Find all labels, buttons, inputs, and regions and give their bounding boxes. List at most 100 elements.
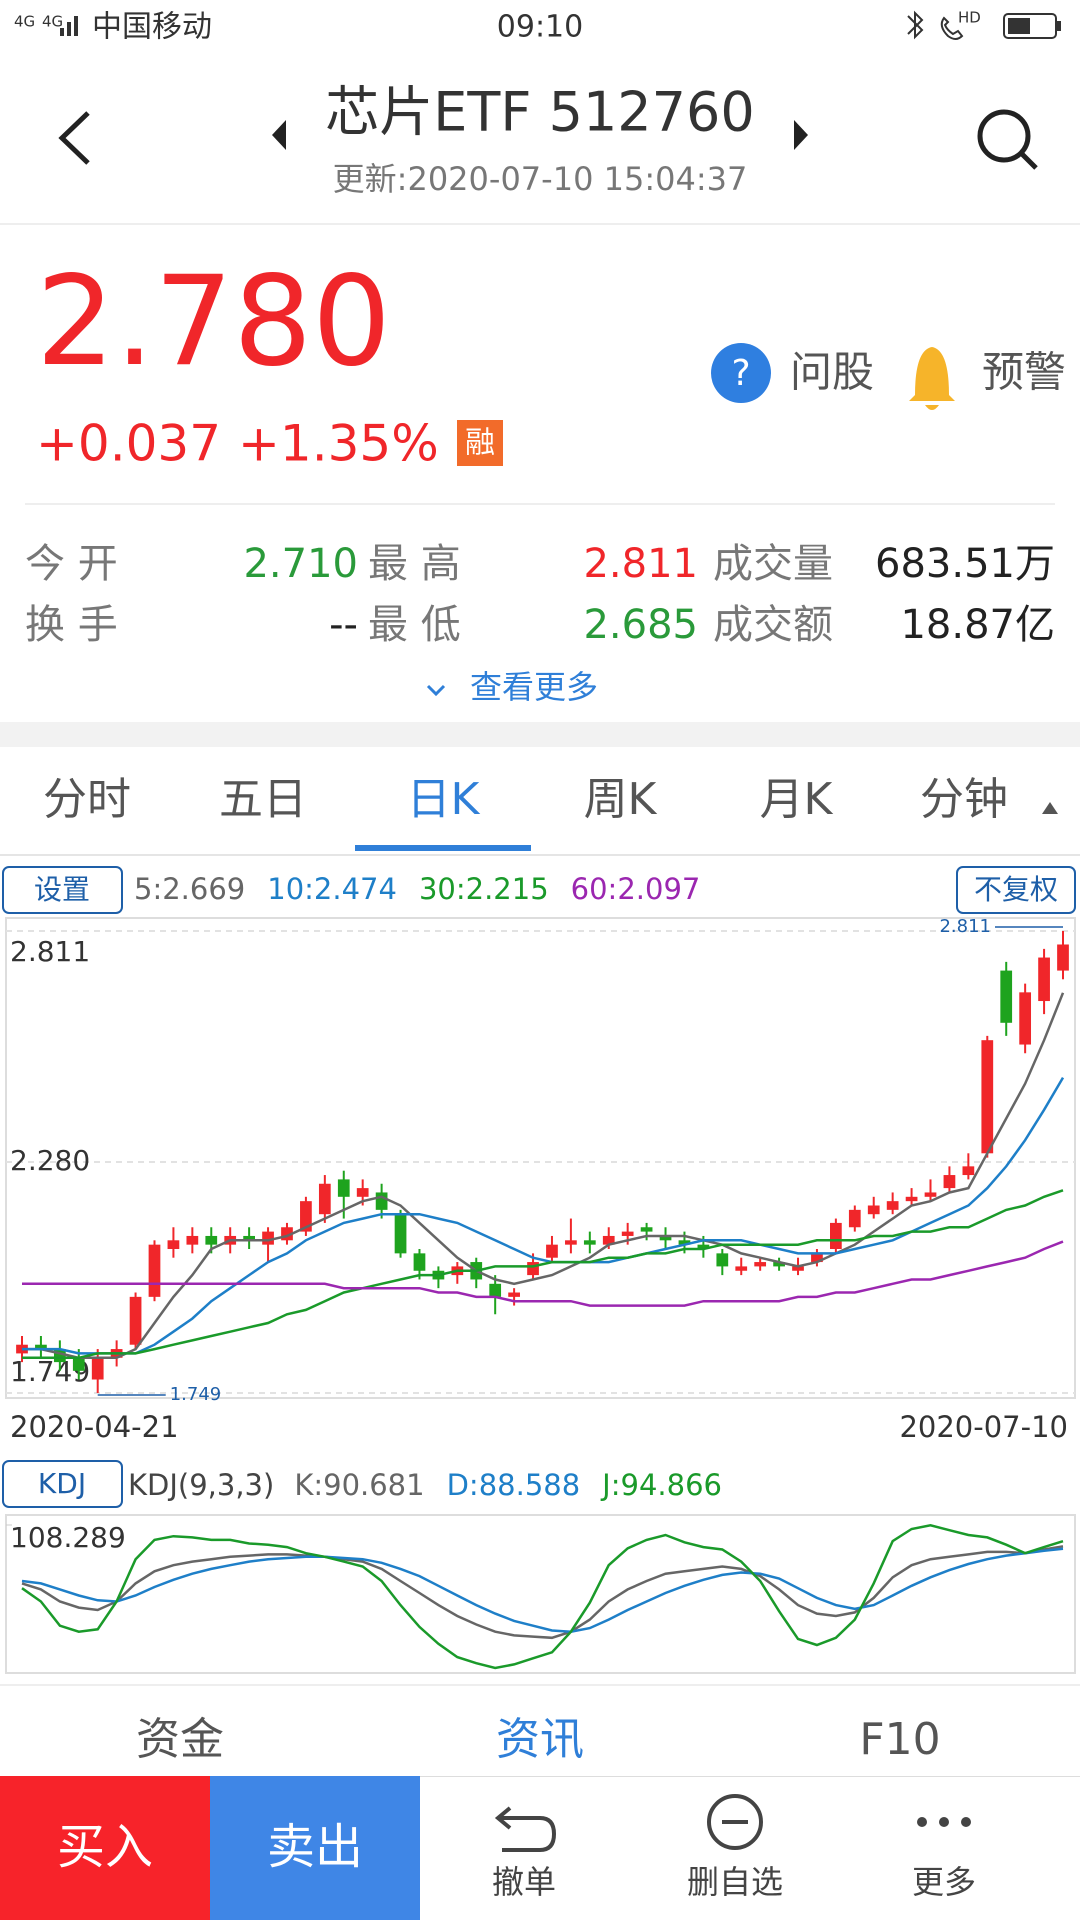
ma-line [22, 992, 1065, 1360]
ask-button[interactable]: 问股 [790, 348, 874, 397]
bluetooth-icon [907, 10, 924, 40]
indicator-title: KDJ(9,3,3) [128, 1468, 274, 1502]
adjust-button[interactable] [956, 866, 1076, 914]
alert-icon[interactable] [909, 347, 955, 410]
alert-button[interactable]: 预警 [982, 348, 1066, 397]
price-frame [5, 917, 1076, 1399]
kdj-frame [5, 1514, 1076, 1674]
candle-body [337, 1179, 350, 1197]
candle-body [489, 1283, 502, 1297]
tab[interactable]: 分钟 [920, 774, 1008, 825]
dropdown-icon[interactable] [1042, 802, 1058, 814]
stat-label: 成交量 [713, 541, 833, 587]
ask-icon-glyph: ? [731, 353, 750, 394]
legend-entry: 60:2.097 [571, 872, 701, 906]
battery-tip [1057, 21, 1061, 31]
low-label: 1.749 [170, 1384, 222, 1405]
bottom-tabs: 资金 资讯 F10 [136, 1714, 941, 1765]
tab[interactable]: 分时 [43, 774, 131, 825]
prev-button[interactable] [272, 120, 286, 150]
tabs: 分时 五日 日K 周K 月K 分钟 [43, 774, 1008, 851]
stat-label: 今 开 [25, 541, 118, 587]
separator [0, 722, 1080, 747]
candle-body [243, 1235, 255, 1241]
indicator-button[interactable] [2, 1460, 123, 1508]
candle-body [205, 1235, 218, 1245]
stat-value: 2.710 [243, 541, 358, 587]
legend-entry: 10:2.474 [267, 872, 397, 906]
divider [0, 1684, 1080, 1686]
legend-entry: D:88.588 [447, 1468, 581, 1502]
stat-value: 2.685 [583, 602, 698, 648]
candle-body [413, 1253, 426, 1271]
divider [0, 854, 1080, 856]
candle-body [811, 1253, 823, 1263]
candle-body [716, 1253, 729, 1267]
candle-body [1057, 944, 1069, 971]
divider [0, 223, 1080, 225]
candle-body [773, 1262, 785, 1267]
candle-body [981, 1040, 994, 1154]
x-tick-label: 2020-07-10 [899, 1410, 1068, 1444]
buy-button[interactable] [0, 1776, 210, 1920]
settings-button[interactable] [2, 866, 123, 914]
tab[interactable]: 五日 [219, 774, 307, 825]
candle-body [167, 1240, 180, 1250]
candle-body [375, 1192, 388, 1210]
back-button[interactable] [58, 111, 90, 165]
stat-label: 换 手 [25, 602, 118, 648]
candle-body [546, 1244, 558, 1258]
undo-icon[interactable] [494, 1806, 557, 1852]
bottom-tab[interactable]: F10 [859, 1714, 940, 1765]
candle-body [640, 1227, 653, 1232]
hd: HD [958, 9, 981, 27]
undo-label[interactable]: 撤单 [492, 1863, 556, 1901]
candle-body [565, 1240, 577, 1245]
sell-button[interactable] [210, 1776, 420, 1920]
search-button[interactable] [977, 109, 1038, 170]
ask-icon[interactable] [711, 343, 771, 403]
tab[interactable]: 月K [760, 774, 834, 825]
ma-line [22, 1240, 1064, 1307]
y-tick-label: 2.280 [10, 1144, 90, 1177]
indicator-label: KDJ [38, 1467, 86, 1500]
candle-body [394, 1214, 407, 1254]
stat-value: -- [329, 602, 358, 648]
candle-body [1000, 970, 1013, 1023]
bottom-tab[interactable]: 资金 [136, 1714, 224, 1765]
adjust-label: 不复权 [974, 873, 1058, 906]
candle-body [962, 1166, 975, 1176]
candle-body [508, 1292, 520, 1297]
divider [0, 1776, 1080, 1777]
legend-entry: K:90.681 [294, 1468, 424, 1502]
candle-body [678, 1240, 691, 1245]
tab[interactable]: 周K [584, 774, 658, 825]
remove-icon[interactable] [707, 1794, 763, 1850]
more-icon[interactable] [917, 1817, 971, 1827]
title: 芯片ETF 512760 [325, 81, 754, 144]
charts: 2.811 2.280 1.749 2020-04-21 2020-07-10 5:2.6… [6, 872, 1075, 1670]
more-label[interactable]: 更多 [912, 1863, 976, 1901]
remove-label[interactable]: 删自选 [687, 1863, 783, 1901]
candle-body [356, 1188, 369, 1197]
battery [1003, 13, 1057, 39]
battery-level [1008, 18, 1030, 34]
expand-icon[interactable] [426, 684, 446, 697]
buy-label: 买入 [57, 1819, 153, 1875]
clock: 09:10 [497, 10, 583, 45]
stat-label: 成交额 [713, 602, 833, 648]
candle-body [924, 1192, 937, 1197]
badge [457, 420, 503, 466]
candle-body [91, 1357, 104, 1380]
indicator-line [21, 1524, 1064, 1670]
bottom-tab[interactable]: 资讯 [496, 1714, 584, 1765]
stat-value: 683.51万 [875, 541, 1055, 587]
more-link[interactable]: 查看更多 [470, 668, 598, 706]
stat-label: 最 低 [368, 602, 461, 648]
x-tick-label: 2020-04-21 [10, 1410, 179, 1444]
next-button[interactable] [794, 120, 808, 150]
tab[interactable]: 日K [407, 774, 481, 825]
candle-body [792, 1266, 804, 1271]
